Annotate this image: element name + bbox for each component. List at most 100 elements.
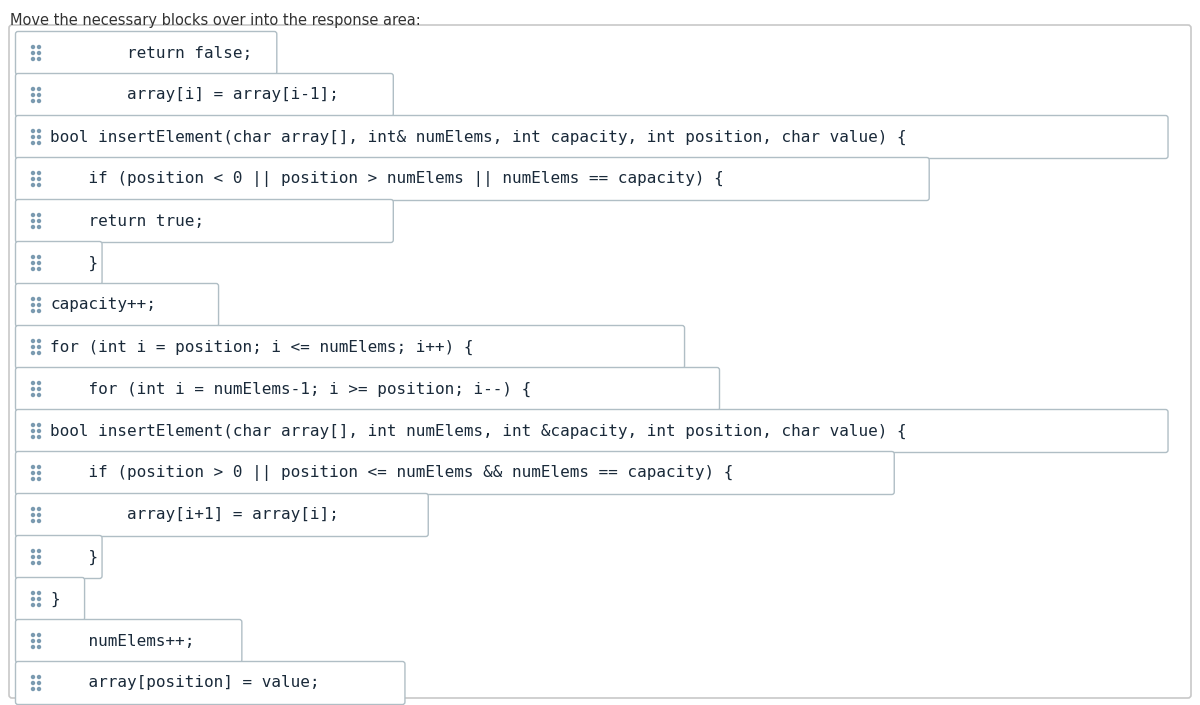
FancyBboxPatch shape	[16, 73, 394, 116]
Circle shape	[31, 58, 35, 61]
Circle shape	[31, 429, 35, 432]
Circle shape	[31, 556, 35, 558]
Circle shape	[37, 598, 41, 601]
Circle shape	[31, 520, 35, 522]
Text: numElems++;: numElems++;	[50, 634, 194, 649]
FancyBboxPatch shape	[16, 242, 102, 285]
Text: }: }	[50, 591, 60, 606]
Text: Move the necessary blocks over into the response area:: Move the necessary blocks over into the …	[10, 13, 421, 28]
FancyBboxPatch shape	[16, 283, 218, 326]
Circle shape	[31, 549, 35, 553]
Circle shape	[37, 352, 41, 355]
Circle shape	[31, 262, 35, 264]
FancyBboxPatch shape	[16, 577, 84, 620]
Circle shape	[31, 142, 35, 145]
Text: array[position] = value;: array[position] = value;	[50, 675, 319, 690]
Circle shape	[31, 591, 35, 594]
Circle shape	[31, 340, 35, 343]
Circle shape	[31, 46, 35, 49]
Circle shape	[37, 130, 41, 133]
Circle shape	[31, 183, 35, 187]
Circle shape	[37, 219, 41, 223]
Circle shape	[31, 687, 35, 690]
Circle shape	[31, 513, 35, 517]
Circle shape	[37, 171, 41, 175]
Circle shape	[37, 675, 41, 678]
Circle shape	[31, 135, 35, 138]
Circle shape	[37, 561, 41, 565]
Circle shape	[37, 381, 41, 384]
FancyBboxPatch shape	[16, 620, 242, 663]
Circle shape	[31, 178, 35, 180]
Circle shape	[31, 393, 35, 396]
Circle shape	[37, 340, 41, 343]
Circle shape	[31, 130, 35, 133]
Circle shape	[37, 262, 41, 264]
Circle shape	[37, 393, 41, 396]
Circle shape	[37, 226, 41, 228]
Circle shape	[37, 178, 41, 180]
Text: array[i] = array[i-1];: array[i] = array[i-1];	[50, 87, 338, 102]
FancyBboxPatch shape	[16, 451, 894, 494]
Circle shape	[37, 477, 41, 481]
FancyBboxPatch shape	[16, 536, 102, 579]
Circle shape	[37, 603, 41, 606]
Circle shape	[37, 309, 41, 312]
Text: if (position < 0 || position > numElems || numElems == capacity) {: if (position < 0 || position > numElems …	[50, 171, 724, 187]
Circle shape	[37, 142, 41, 145]
Circle shape	[37, 267, 41, 271]
Circle shape	[37, 591, 41, 594]
FancyBboxPatch shape	[16, 661, 404, 704]
Circle shape	[31, 87, 35, 90]
FancyBboxPatch shape	[16, 116, 1168, 159]
Circle shape	[37, 345, 41, 348]
FancyBboxPatch shape	[16, 200, 394, 243]
Circle shape	[31, 352, 35, 355]
Circle shape	[37, 183, 41, 187]
FancyBboxPatch shape	[16, 367, 720, 410]
Circle shape	[37, 556, 41, 558]
Circle shape	[31, 598, 35, 601]
FancyBboxPatch shape	[16, 157, 929, 200]
FancyBboxPatch shape	[16, 32, 277, 75]
Circle shape	[31, 675, 35, 678]
Circle shape	[37, 520, 41, 522]
Circle shape	[31, 388, 35, 391]
Circle shape	[37, 634, 41, 637]
Circle shape	[37, 298, 41, 300]
Circle shape	[37, 639, 41, 642]
Circle shape	[31, 436, 35, 439]
Circle shape	[37, 46, 41, 49]
Circle shape	[31, 639, 35, 642]
Circle shape	[37, 388, 41, 391]
Text: return false;: return false;	[50, 46, 252, 61]
Text: bool insertElement(char array[], int& numElems, int capacity, int position, char: bool insertElement(char array[], int& nu…	[50, 130, 907, 145]
Circle shape	[31, 267, 35, 271]
Circle shape	[31, 381, 35, 384]
Circle shape	[37, 214, 41, 216]
Circle shape	[37, 429, 41, 432]
Circle shape	[31, 298, 35, 300]
Circle shape	[31, 634, 35, 637]
Circle shape	[31, 171, 35, 175]
Circle shape	[31, 255, 35, 259]
FancyBboxPatch shape	[10, 25, 1190, 698]
FancyBboxPatch shape	[16, 410, 1168, 453]
Circle shape	[37, 472, 41, 474]
Circle shape	[37, 549, 41, 553]
Circle shape	[31, 99, 35, 102]
Circle shape	[37, 465, 41, 469]
Text: }: }	[50, 549, 98, 565]
Circle shape	[37, 513, 41, 517]
Circle shape	[31, 424, 35, 427]
Circle shape	[37, 508, 41, 510]
Circle shape	[37, 682, 41, 685]
Circle shape	[31, 646, 35, 649]
Circle shape	[37, 87, 41, 90]
Text: }: }	[50, 255, 98, 271]
Circle shape	[31, 226, 35, 228]
Circle shape	[31, 214, 35, 216]
Circle shape	[31, 561, 35, 565]
Circle shape	[31, 309, 35, 312]
FancyBboxPatch shape	[16, 493, 428, 537]
